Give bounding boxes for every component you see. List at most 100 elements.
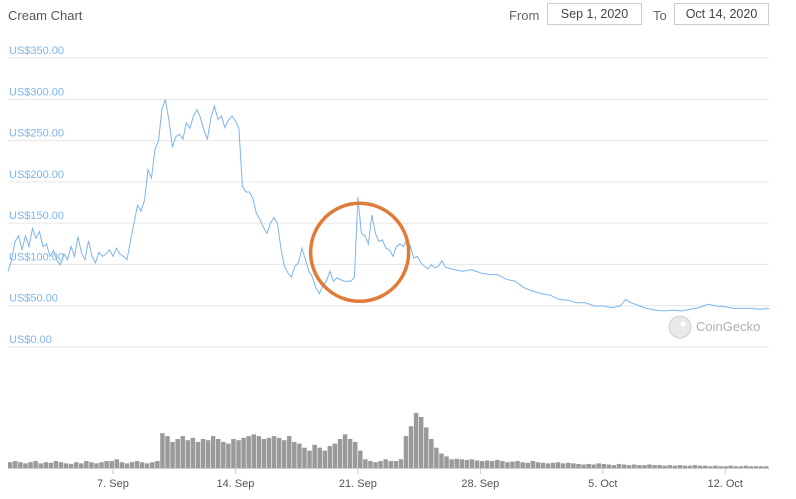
volume-bar <box>474 460 480 468</box>
volume-bar <box>226 443 231 468</box>
volume-bar <box>246 436 251 468</box>
volume-bar <box>743 465 749 468</box>
volume-bar <box>535 462 541 468</box>
volume-bar <box>200 439 206 468</box>
volume-bar <box>302 447 307 468</box>
volume-bar <box>144 463 150 468</box>
volume-bar <box>413 412 419 468</box>
grid-lines <box>8 57 769 348</box>
volume-bar <box>708 466 713 468</box>
volume-bar <box>728 465 733 468</box>
volume-bar <box>560 463 566 468</box>
y-tick-label: US$150.00 <box>9 210 64 222</box>
to-date-input[interactable]: Oct 14, 2020 <box>674 3 769 25</box>
volume-bar <box>403 436 409 468</box>
volume-bar <box>525 462 530 468</box>
volume-bar <box>231 439 236 468</box>
volume-bar <box>43 462 48 468</box>
x-tick-label: 12. Oct <box>708 478 743 490</box>
volume-bar <box>347 439 353 468</box>
volume-bar <box>545 463 551 468</box>
volume-bar <box>566 462 571 468</box>
volume-bar <box>139 462 145 468</box>
volume-bar <box>733 466 738 468</box>
volume-bar <box>500 461 505 468</box>
volume-bars <box>8 412 769 468</box>
from-date-input[interactable]: Sep 1, 2020 <box>547 3 642 25</box>
volume-bar <box>221 441 226 468</box>
x-tick-label: 14. Sep <box>216 478 254 490</box>
volume-bar <box>114 459 120 468</box>
volume-bar <box>119 462 125 468</box>
volume-bar <box>692 465 698 468</box>
volume-bar <box>449 459 454 468</box>
volume-bar <box>626 465 632 468</box>
volume-bar <box>763 466 769 468</box>
volume-bar <box>322 450 328 468</box>
volume-bar <box>33 461 38 468</box>
volume-bar <box>205 440 211 468</box>
volume-bar <box>434 447 439 468</box>
volume-bar <box>515 461 520 468</box>
volume-bar <box>758 466 764 468</box>
volume-bar <box>134 461 140 468</box>
annotation-circle <box>308 201 411 304</box>
volume-bar <box>104 461 109 468</box>
volume-bar <box>170 441 175 468</box>
volume-bar <box>611 465 617 468</box>
volume-bar <box>408 426 414 468</box>
volume-bar <box>505 462 510 468</box>
volume-bar <box>713 465 718 468</box>
gecko-logo-icon <box>668 315 692 339</box>
volume-bar <box>297 443 302 468</box>
volume-bar <box>23 463 28 468</box>
volume-bar <box>256 436 262 468</box>
volume-bar <box>312 444 317 468</box>
volume-bar <box>616 463 622 468</box>
volume-bar <box>495 459 500 468</box>
watermark-text: CoinGecko <box>696 319 760 334</box>
volume-bar <box>129 462 135 468</box>
volume-bar <box>373 462 378 468</box>
volume-bar <box>439 453 444 468</box>
gecko-eye-icon <box>680 321 686 327</box>
volume-bar <box>216 439 221 468</box>
volume-bar <box>642 465 647 468</box>
volume-bar <box>398 459 404 468</box>
volume-bar <box>393 461 399 468</box>
volume-bar <box>657 465 662 468</box>
volume-bar <box>53 461 59 468</box>
volume-bar <box>484 460 490 468</box>
volume-bar <box>606 464 612 468</box>
volume-bar <box>718 466 723 468</box>
volume-bar <box>550 462 556 468</box>
volume-bar <box>469 459 475 468</box>
y-tick-label: US$250.00 <box>9 128 64 140</box>
volume-bar <box>647 464 652 468</box>
volume-bar <box>89 462 94 468</box>
volume-bar <box>388 461 393 468</box>
volume-bar <box>342 434 348 468</box>
volume-bar <box>307 450 312 468</box>
volume-bar <box>444 456 449 468</box>
volume-bar <box>287 436 292 468</box>
volume-bar <box>464 459 470 468</box>
y-tick-label: US$300.00 <box>9 86 64 98</box>
volume-bar <box>424 427 429 468</box>
volume-bar <box>99 462 104 468</box>
volume-bar <box>180 436 185 468</box>
volume-bar <box>317 447 322 468</box>
chart-title: Cream Chart <box>8 8 83 23</box>
volume-bar <box>530 461 536 468</box>
volume-bar <box>703 465 708 468</box>
volume-bar <box>520 462 525 468</box>
to-label: To <box>653 8 667 23</box>
volume-bar <box>337 439 343 468</box>
volume-bar <box>185 440 191 468</box>
y-tick-label: US$200.00 <box>9 169 64 181</box>
volume-bar <box>586 463 591 468</box>
volume-bar <box>368 461 373 468</box>
volume-bar <box>571 463 576 468</box>
volume-bar <box>241 437 246 468</box>
